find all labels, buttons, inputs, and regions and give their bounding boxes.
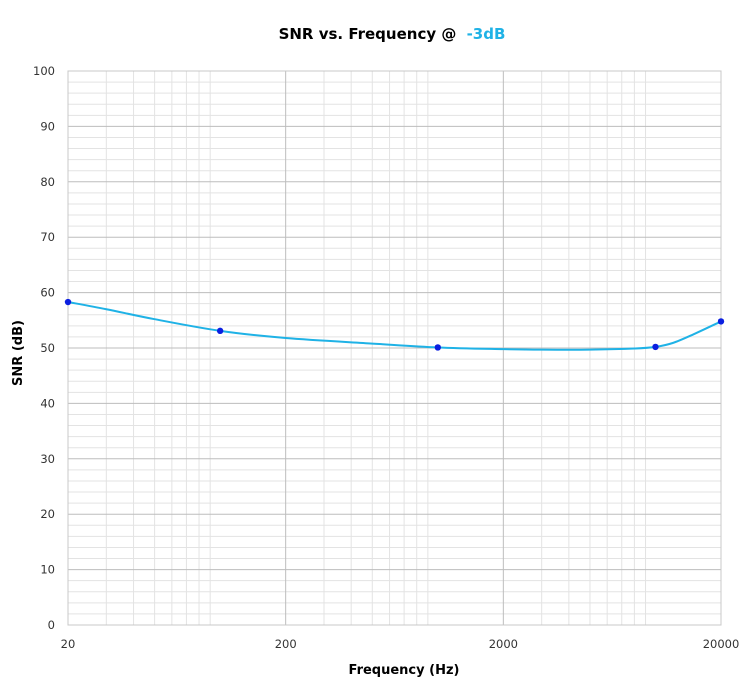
x-axis-title: Frequency (Hz) <box>349 663 460 678</box>
y-tick-label: 60 <box>40 286 55 300</box>
y-tick-label: 90 <box>40 119 55 133</box>
snr-series-line <box>67 301 722 351</box>
chart-title-highlight: -3dB <box>467 25 506 43</box>
y-tick-label: 30 <box>40 452 55 466</box>
y-tick-label: 40 <box>40 396 55 410</box>
y-tick-label: 100 <box>33 64 55 78</box>
data-point-marker <box>652 343 659 351</box>
data-point-marker <box>717 318 725 325</box>
chart-title: SNR vs. Frequency @ -3dB <box>279 25 506 43</box>
x-tick-label: 20 <box>61 637 76 651</box>
y-axis-title: SNR (dB) <box>11 320 26 386</box>
x-tick-label: 200 <box>275 637 297 651</box>
data-point-marker <box>216 327 224 335</box>
y-tick-label: 0 <box>48 618 55 632</box>
y-tick-label: 70 <box>40 230 55 244</box>
x-tick-label: 2000 <box>489 637 518 651</box>
y-tick-label: 50 <box>40 341 55 355</box>
data-point-marker <box>64 298 72 306</box>
data-point-marker <box>434 344 442 351</box>
y-axis-tick-labels: 0 10 20 30 40 50 60 70 80 90 100 <box>33 64 55 632</box>
y-tick-label: 10 <box>40 563 55 577</box>
chart-title-main: SNR vs. Frequency @ <box>279 25 457 43</box>
plot-area-border <box>67 70 722 626</box>
y-tick-label: 20 <box>40 507 55 521</box>
snr-series-markers <box>64 298 725 351</box>
y-tick-label: 80 <box>40 175 55 189</box>
x-tick-label: 20000 <box>703 637 740 651</box>
x-axis-tick-labels: 20 200 2000 20000 <box>61 637 740 651</box>
